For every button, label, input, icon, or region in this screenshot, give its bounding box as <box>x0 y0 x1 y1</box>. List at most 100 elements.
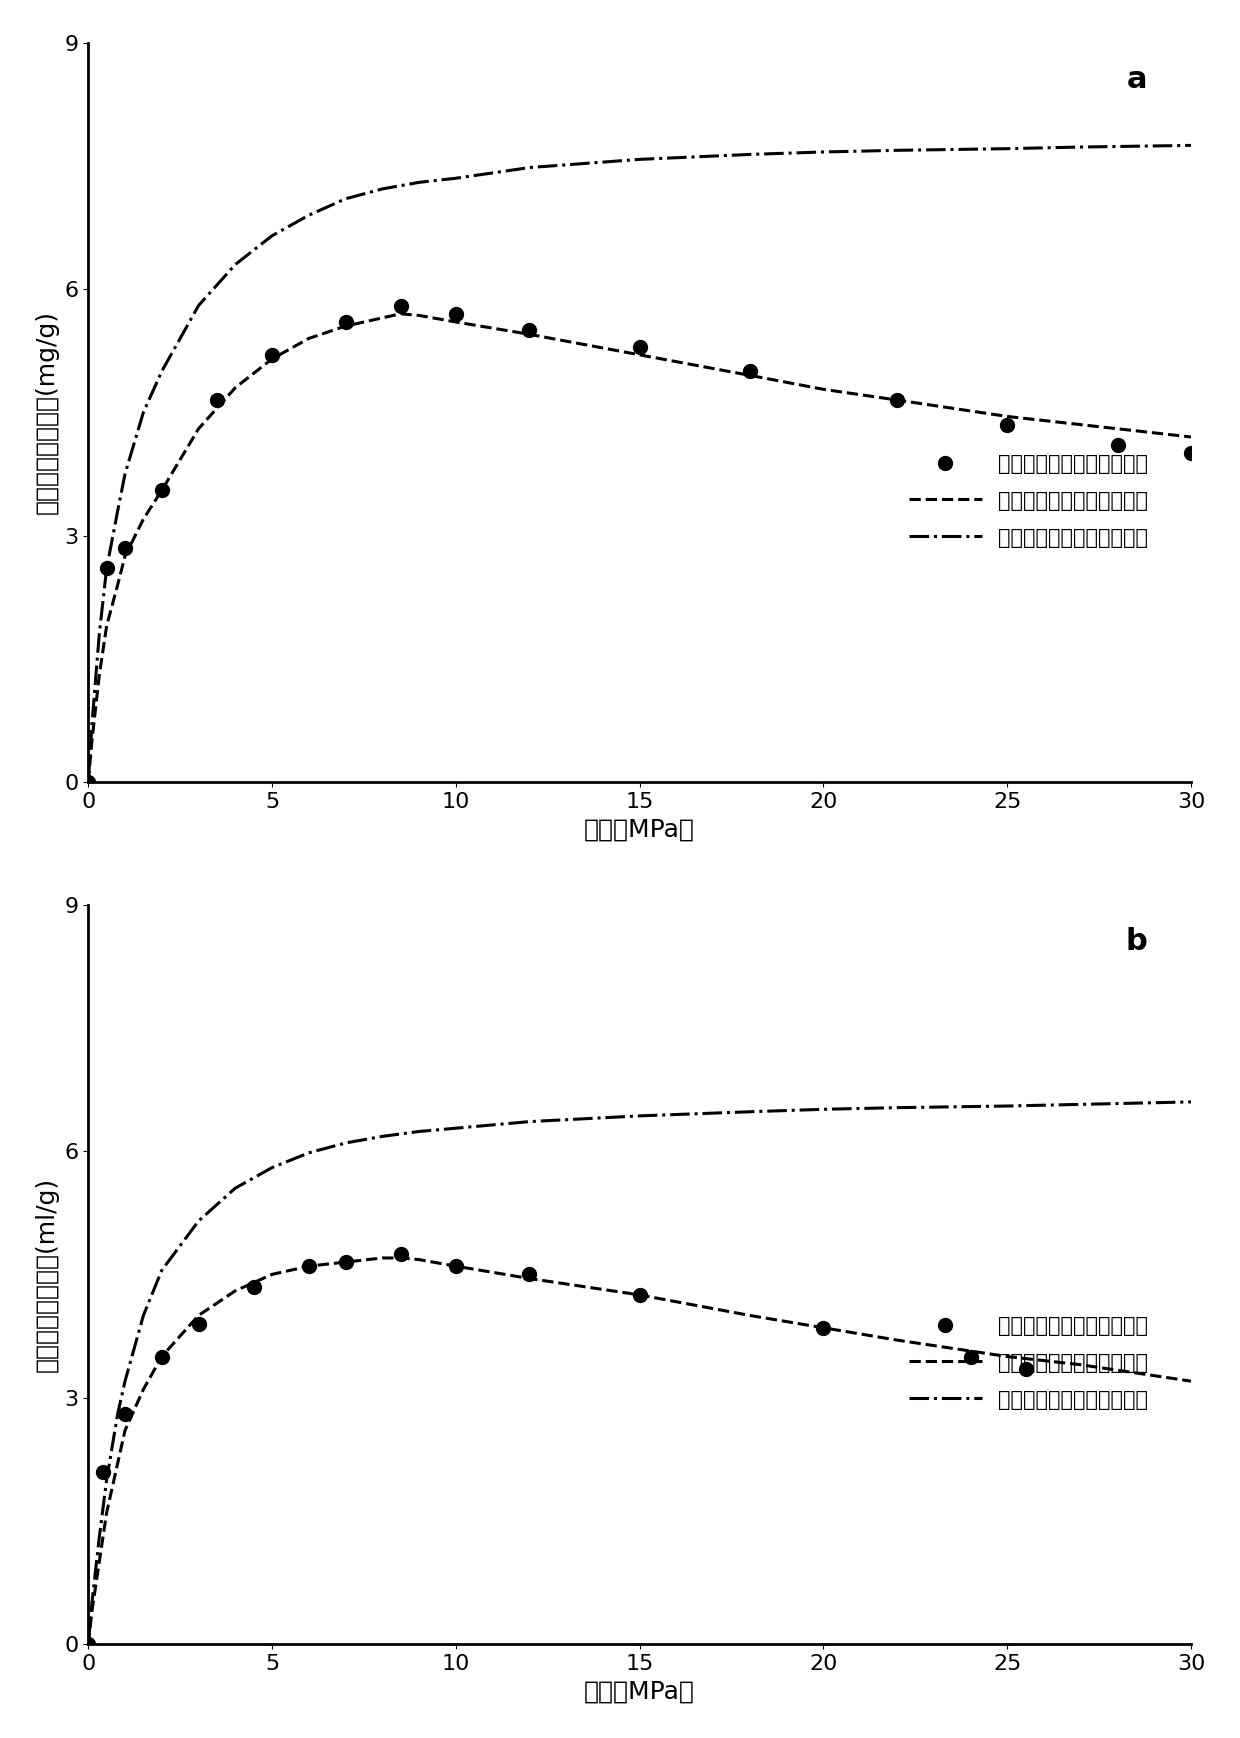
二元气体过剩吸附体积曲线 <box>374 1248 389 1269</box>
二元气体过剩吸附质量曲线 <box>1184 426 1199 447</box>
二元气体绝对吸附体积曲线 <box>264 1158 279 1178</box>
二元气体过剩吸附质量曲线 <box>1074 414 1089 434</box>
实测二元气体过剩吸附质量 <box>630 332 650 360</box>
二元气体绝对吸附质量曲线 <box>154 362 169 382</box>
二元气体过剩吸附质量曲线 <box>412 304 427 325</box>
二元气体过剩吸附质量曲线 <box>191 419 206 440</box>
二元气体过剩吸附质量曲线 <box>339 316 353 337</box>
X-axis label: 压力（MPa）: 压力（MPa） <box>584 1679 696 1703</box>
二元气体绝对吸附质量曲线 <box>99 558 114 579</box>
实测二元气体过剩吸附体积 <box>446 1253 466 1281</box>
二元气体绝对吸附体积曲线 <box>632 1105 647 1126</box>
实测二元气体过剩吸附质量 <box>740 358 760 386</box>
实测二元气体过剩吸附质量 <box>336 308 356 335</box>
二元气体过剩吸附体积曲线 <box>264 1264 279 1284</box>
二元气体绝对吸附体积曲线 <box>81 1634 95 1655</box>
二元气体过剩吸附质量曲线 <box>889 389 904 410</box>
实测二元气体过剩吸附体积 <box>813 1314 833 1342</box>
二元气体过剩吸附质量曲线 <box>136 509 151 530</box>
二元气体绝对吸附体积曲线 <box>301 1142 316 1163</box>
二元气体绝对吸附质量曲线 <box>84 714 99 735</box>
实测二元气体过剩吸附质量 <box>997 410 1017 438</box>
Line: 二元气体过剩吸附体积曲线: 二元气体过剩吸附体积曲线 <box>88 1258 1192 1644</box>
实测二元气体过剩吸附质量 <box>207 386 227 414</box>
二元气体过剩吸附质量曲线 <box>84 730 99 751</box>
二元气体过剩吸附体积曲线 <box>154 1347 169 1368</box>
二元气体过剩吸附质量曲线 <box>301 328 316 349</box>
二元气体绝对吸附体积曲线 <box>999 1095 1014 1116</box>
实测二元气体过剩吸附质量 <box>446 301 466 328</box>
实测二元气体过剩吸附质量 <box>78 768 98 796</box>
二元气体过剩吸附体积曲线 <box>228 1281 243 1302</box>
二元气体过剩吸附体积曲线 <box>301 1257 316 1277</box>
二元气体绝对吸附质量曲线 <box>92 624 107 645</box>
实测二元气体过剩吸附质量 <box>520 316 539 344</box>
实测二元气体过剩吸附体积 <box>299 1253 319 1281</box>
二元气体绝对吸附体积曲线 <box>889 1097 904 1118</box>
实测二元气体过剩吸附体积 <box>391 1239 410 1267</box>
二元气体过剩吸附体积曲线 <box>889 1330 904 1350</box>
实测二元气体过剩吸附质量 <box>115 534 135 561</box>
实测二元气体过剩吸附体积 <box>93 1458 113 1486</box>
二元气体绝对吸附体积曲线 <box>99 1469 114 1489</box>
二元气体过剩吸附体积曲线 <box>136 1378 151 1399</box>
二元气体绝对吸附质量曲线 <box>110 501 125 521</box>
Line: 二元气体绝对吸附质量曲线: 二元气体绝对吸附质量曲线 <box>88 146 1192 782</box>
二元气体绝对吸附体积曲线 <box>84 1592 99 1613</box>
Y-axis label: 二元气体吸附质量(mg/g): 二元气体吸附质量(mg/g) <box>35 311 58 514</box>
二元气体绝对吸附体积曲线 <box>228 1178 243 1199</box>
二元气体过剩吸附体积曲线 <box>522 1269 537 1290</box>
二元气体绝对吸附质量曲线 <box>412 172 427 193</box>
二元气体过剩吸附质量曲线 <box>522 323 537 344</box>
实测二元气体过剩吸附体积 <box>961 1343 981 1371</box>
二元气体绝对吸附质量曲线 <box>228 254 243 275</box>
二元气体过剩吸附质量曲线 <box>154 480 169 501</box>
二元气体绝对吸附质量曲线 <box>816 141 831 162</box>
Text: b: b <box>1125 926 1147 956</box>
二元气体过剩吸附质量曲线 <box>999 407 1014 428</box>
二元气体过剩吸附质量曲线 <box>118 546 133 567</box>
二元气体过剩吸附体积曲线 <box>84 1601 99 1622</box>
Text: a: a <box>1126 64 1147 94</box>
二元气体绝对吸附质量曲线 <box>81 772 95 793</box>
二元气体过剩吸附质量曲线 <box>264 349 279 370</box>
二元气体绝对吸附质量曲线 <box>632 149 647 170</box>
二元气体绝对吸附体积曲线 <box>110 1404 125 1425</box>
二元气体绝对吸附体积曲线 <box>92 1526 107 1547</box>
二元气体过剩吸附体积曲线 <box>92 1552 107 1573</box>
二元气体过剩吸附体积曲线 <box>1184 1371 1199 1392</box>
二元气体过剩吸附体积曲线 <box>999 1347 1014 1368</box>
Line: 二元气体绝对吸附体积曲线: 二元气体绝对吸附体积曲线 <box>88 1102 1192 1644</box>
二元气体绝对吸附质量曲线 <box>1184 136 1199 156</box>
二元气体过剩吸附质量曲线 <box>92 664 107 685</box>
二元气体过剩吸附体积曲线 <box>110 1453 125 1474</box>
二元气体绝对吸附质量曲线 <box>889 139 904 160</box>
实测二元气体过剩吸附体积 <box>115 1401 135 1429</box>
二元气体绝对吸附体积曲线 <box>136 1305 151 1326</box>
Line: 二元气体过剩吸附质量曲线: 二元气体过剩吸附质量曲线 <box>88 315 1192 782</box>
实测二元气体过剩吸附体积 <box>188 1310 208 1338</box>
二元气体过剩吸附体积曲线 <box>393 1248 408 1269</box>
二元气体过剩吸附质量曲线 <box>632 344 647 365</box>
二元气体绝对吸附体积曲线 <box>374 1126 389 1147</box>
二元气体绝对吸附体积曲线 <box>522 1111 537 1131</box>
二元气体过剩吸附体积曲线 <box>632 1284 647 1305</box>
二元气体绝对吸附体积曲线 <box>154 1260 169 1281</box>
实测二元气体过剩吸附质量 <box>391 292 410 320</box>
二元气体过剩吸附质量曲线 <box>393 304 408 325</box>
二元气体绝对吸附体积曲线 <box>1074 1093 1089 1114</box>
二元气体过剩吸附质量曲线 <box>228 377 243 398</box>
实测二元气体过剩吸附质量 <box>262 341 281 368</box>
二元气体过剩吸附体积曲线 <box>412 1250 427 1270</box>
二元气体绝对吸附质量曲线 <box>191 295 206 316</box>
二元气体绝对吸附质量曲线 <box>374 179 389 200</box>
二元气体过剩吸附质量曲线 <box>110 574 125 594</box>
实测二元气体过剩吸附体积 <box>630 1281 650 1309</box>
二元气体绝对吸附质量曲线 <box>118 464 133 485</box>
二元气体绝对吸附体积曲线 <box>816 1098 831 1119</box>
二元气体过剩吸附体积曲线 <box>118 1420 133 1441</box>
实测二元气体过剩吸附质量 <box>887 386 906 414</box>
二元气体过剩吸附体积曲线 <box>816 1317 831 1338</box>
二元气体过剩吸附质量曲线 <box>743 365 758 386</box>
X-axis label: 压力（MPa）: 压力（MPa） <box>584 817 696 841</box>
